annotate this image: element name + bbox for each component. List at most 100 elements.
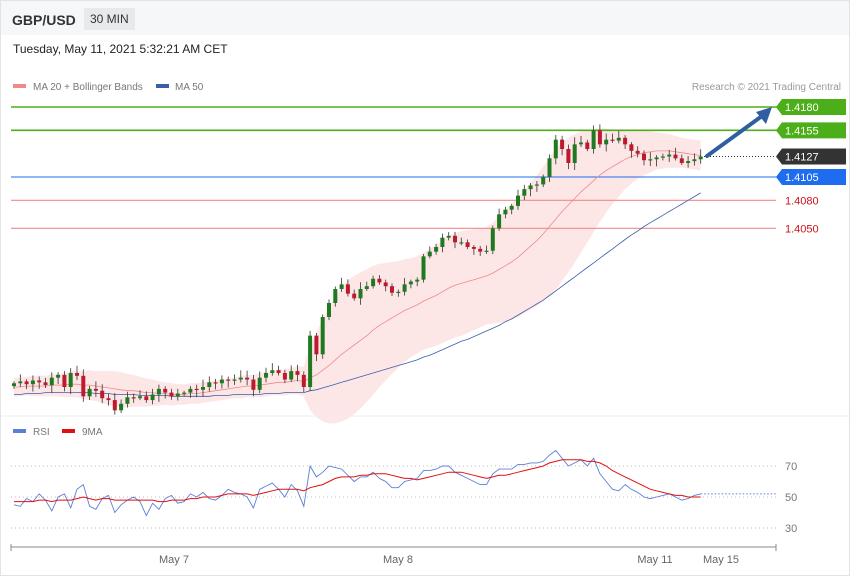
candle-body bbox=[503, 209, 508, 215]
candle-body bbox=[43, 382, 48, 386]
candle-body bbox=[119, 403, 124, 411]
timeframe-badge[interactable]: 30 MIN bbox=[84, 8, 135, 30]
candle-body bbox=[245, 377, 250, 380]
candle-body bbox=[169, 392, 174, 397]
resistance-price-tag bbox=[776, 122, 846, 139]
candle-body bbox=[402, 284, 407, 292]
candle-body bbox=[232, 379, 237, 381]
candle-body bbox=[320, 317, 325, 355]
candle-body bbox=[345, 284, 350, 294]
candle-body bbox=[623, 137, 628, 145]
candle-body bbox=[251, 379, 256, 390]
candle-body bbox=[68, 373, 73, 387]
x-axis: May 7 May 8 May 11 May 15 bbox=[10, 544, 777, 566]
candle-body bbox=[18, 381, 23, 384]
candle-body bbox=[490, 228, 495, 251]
ma50-legend-swatch bbox=[156, 84, 169, 88]
rsi-ma-legend-label: 9MA bbox=[82, 427, 103, 438]
candle-body bbox=[276, 370, 281, 373]
ma20-line bbox=[14, 150, 701, 395]
candle-body bbox=[100, 390, 105, 399]
candle-body bbox=[257, 377, 262, 390]
rsi-grid: 70 50 30 bbox=[11, 461, 797, 535]
candle-body bbox=[175, 393, 180, 397]
ma50-legend-label: MA 50 bbox=[175, 82, 204, 93]
rsi-legend: RSI 9MA bbox=[13, 427, 103, 438]
candle-body bbox=[371, 278, 376, 287]
candle-body bbox=[87, 388, 92, 397]
candle-body bbox=[24, 381, 29, 385]
candle-body bbox=[56, 374, 61, 378]
candle-body bbox=[522, 189, 527, 196]
candle-body bbox=[62, 374, 67, 387]
x-tick-label: May 15 bbox=[703, 554, 739, 566]
candle-body bbox=[597, 130, 602, 145]
candle-body bbox=[93, 388, 98, 391]
candle-body bbox=[497, 214, 502, 229]
candle-body bbox=[427, 251, 432, 257]
candle-body bbox=[37, 380, 42, 383]
timestamp: Tuesday, May 11, 2021 5:32:21 AM CET bbox=[13, 42, 228, 56]
candle-body bbox=[509, 205, 514, 210]
candle-body bbox=[383, 282, 388, 287]
candle-body bbox=[579, 142, 583, 145]
candle-body bbox=[616, 137, 621, 141]
candle-body bbox=[692, 159, 697, 162]
candle-body bbox=[591, 130, 596, 149]
header-bar: GBP/USD 30 MIN bbox=[1, 1, 849, 35]
candle-body bbox=[629, 144, 634, 151]
candle-body bbox=[301, 374, 306, 387]
current-price-tag-label: 1.4127 bbox=[785, 151, 819, 163]
candle-body bbox=[188, 388, 193, 393]
candle-body bbox=[667, 154, 672, 157]
candle-body bbox=[207, 382, 212, 387]
candle-body bbox=[453, 235, 457, 243]
candle-body bbox=[308, 335, 313, 387]
candle-body bbox=[547, 158, 552, 177]
pivot-price-tag bbox=[776, 169, 846, 185]
candle-body bbox=[648, 159, 653, 161]
x-tick-label: May 11 bbox=[637, 554, 672, 566]
candle-body bbox=[390, 286, 394, 293]
candle-body bbox=[465, 242, 470, 247]
candle-body bbox=[686, 161, 691, 163]
candle-body bbox=[673, 154, 678, 159]
candle-body bbox=[440, 237, 445, 247]
candle-body bbox=[352, 293, 357, 299]
candle-body bbox=[434, 247, 439, 252]
x-tick-label: May 8 bbox=[383, 554, 413, 566]
candle-body bbox=[106, 398, 111, 401]
rsi-tick-label: 70 bbox=[785, 461, 797, 473]
candle-body bbox=[364, 286, 369, 289]
candle-body bbox=[339, 284, 344, 289]
currency-pair-title: GBP/USD bbox=[12, 12, 76, 28]
candle-body bbox=[642, 153, 646, 161]
candle-body bbox=[112, 400, 117, 411]
candle-body bbox=[358, 289, 363, 299]
resistance-price-tag bbox=[776, 99, 846, 115]
resistance-price-tag-label: 1.4180 bbox=[785, 102, 819, 114]
candle-body bbox=[327, 303, 331, 317]
candle-body bbox=[314, 335, 319, 355]
current-price-tag bbox=[776, 148, 846, 165]
ma20-legend-label: MA 20 + Bollinger Bands bbox=[33, 82, 143, 93]
candle-body bbox=[182, 392, 187, 394]
candle-body bbox=[604, 139, 609, 145]
candle-body bbox=[408, 281, 413, 285]
candle-body bbox=[566, 149, 571, 163]
candle-body bbox=[12, 383, 16, 387]
candle-body bbox=[150, 394, 155, 401]
candle-body bbox=[226, 379, 231, 381]
rsi-legend-swatch bbox=[13, 429, 26, 433]
copyright-credit: Research © 2021 Trading Central bbox=[692, 82, 841, 93]
candle-body bbox=[282, 373, 287, 380]
candle-body bbox=[654, 157, 659, 160]
candle-body bbox=[635, 150, 640, 154]
candle-body bbox=[484, 250, 489, 252]
rsi-tick-label: 50 bbox=[785, 492, 797, 504]
candle-body bbox=[471, 247, 476, 249]
pivot-price-tag-label: 1.4105 bbox=[785, 172, 819, 184]
candle-body bbox=[295, 371, 300, 375]
candle-body bbox=[156, 388, 161, 395]
